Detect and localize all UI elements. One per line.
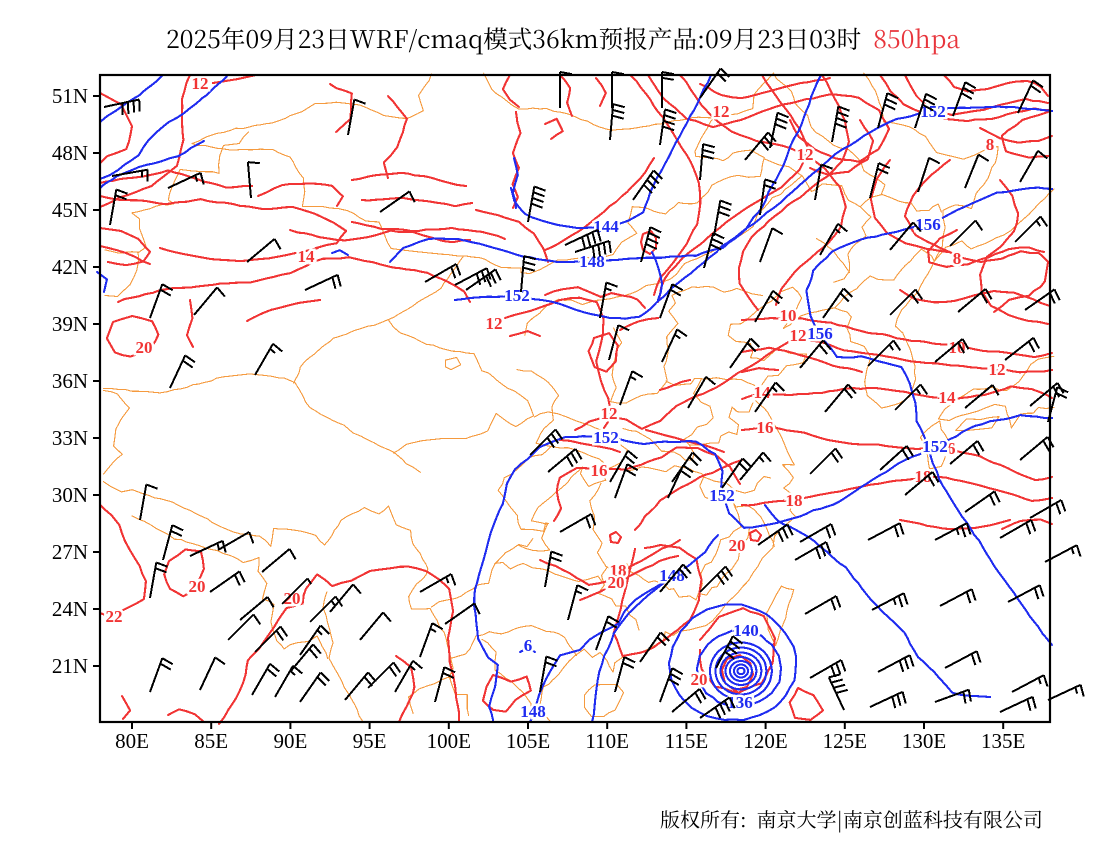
svg-text:12: 12 xyxy=(797,145,814,164)
svg-text:33N: 33N xyxy=(52,426,88,450)
svg-text:90E: 90E xyxy=(273,729,307,753)
svg-text:152: 152 xyxy=(709,486,735,505)
svg-text:8: 8 xyxy=(986,135,995,154)
svg-text:20: 20 xyxy=(691,670,708,689)
svg-text:12: 12 xyxy=(989,360,1006,379)
svg-text:42N: 42N xyxy=(52,255,88,279)
svg-text:85E: 85E xyxy=(194,729,228,753)
svg-text:16: 16 xyxy=(757,418,774,437)
svg-text:20: 20 xyxy=(189,577,206,596)
svg-text:51N: 51N xyxy=(52,84,88,108)
svg-text:36N: 36N xyxy=(52,369,88,393)
svg-text:18: 18 xyxy=(610,561,627,580)
svg-text:20: 20 xyxy=(608,573,625,592)
svg-text:48N: 48N xyxy=(52,141,88,165)
svg-text:120E: 120E xyxy=(743,729,787,753)
svg-text:6: 6 xyxy=(524,636,533,655)
svg-text:148: 148 xyxy=(659,566,685,585)
svg-text:12: 12 xyxy=(486,314,503,333)
svg-text:14: 14 xyxy=(754,383,772,402)
svg-text:156: 156 xyxy=(915,215,941,234)
svg-text:130E: 130E xyxy=(902,729,946,753)
svg-text:152: 152 xyxy=(922,437,948,456)
svg-text:16: 16 xyxy=(939,439,956,458)
svg-text:14: 14 xyxy=(939,388,957,407)
svg-text:21N: 21N xyxy=(52,654,88,678)
svg-text:135E: 135E xyxy=(981,729,1025,753)
svg-text:16: 16 xyxy=(591,461,608,480)
svg-text:20: 20 xyxy=(284,589,301,608)
svg-text:14: 14 xyxy=(298,247,316,266)
svg-text:156: 156 xyxy=(807,324,833,343)
svg-text:18: 18 xyxy=(915,467,932,486)
svg-text:8: 8 xyxy=(953,249,962,268)
svg-text:144: 144 xyxy=(593,217,619,236)
svg-text:18: 18 xyxy=(786,491,803,510)
svg-text:20: 20 xyxy=(729,536,746,555)
svg-text:27N: 27N xyxy=(52,540,88,564)
svg-text:12: 12 xyxy=(601,404,618,423)
svg-text:95E: 95E xyxy=(353,729,387,753)
svg-text:12: 12 xyxy=(192,74,209,93)
svg-text:24N: 24N xyxy=(52,597,88,621)
svg-text:30N: 30N xyxy=(52,483,88,507)
svg-text:12: 12 xyxy=(790,326,807,345)
svg-text:148: 148 xyxy=(579,252,605,271)
svg-text:152: 152 xyxy=(504,286,530,305)
svg-text:10: 10 xyxy=(949,338,966,357)
svg-text:20: 20 xyxy=(136,338,153,357)
svg-text:22: 22 xyxy=(106,607,123,626)
svg-text:80E: 80E xyxy=(115,729,149,753)
svg-text:148: 148 xyxy=(520,702,546,721)
svg-text:105E: 105E xyxy=(506,729,550,753)
svg-text:125E: 125E xyxy=(823,729,867,753)
svg-text:152: 152 xyxy=(593,428,619,447)
svg-text:39N: 39N xyxy=(52,312,88,336)
svg-text:10: 10 xyxy=(780,306,797,325)
svg-text:115E: 115E xyxy=(665,729,709,753)
svg-text:100E: 100E xyxy=(427,729,471,753)
svg-text:45N: 45N xyxy=(52,198,88,222)
svg-text:140: 140 xyxy=(733,621,759,640)
svg-text:12: 12 xyxy=(713,102,730,121)
svg-text:110E: 110E xyxy=(585,729,629,753)
